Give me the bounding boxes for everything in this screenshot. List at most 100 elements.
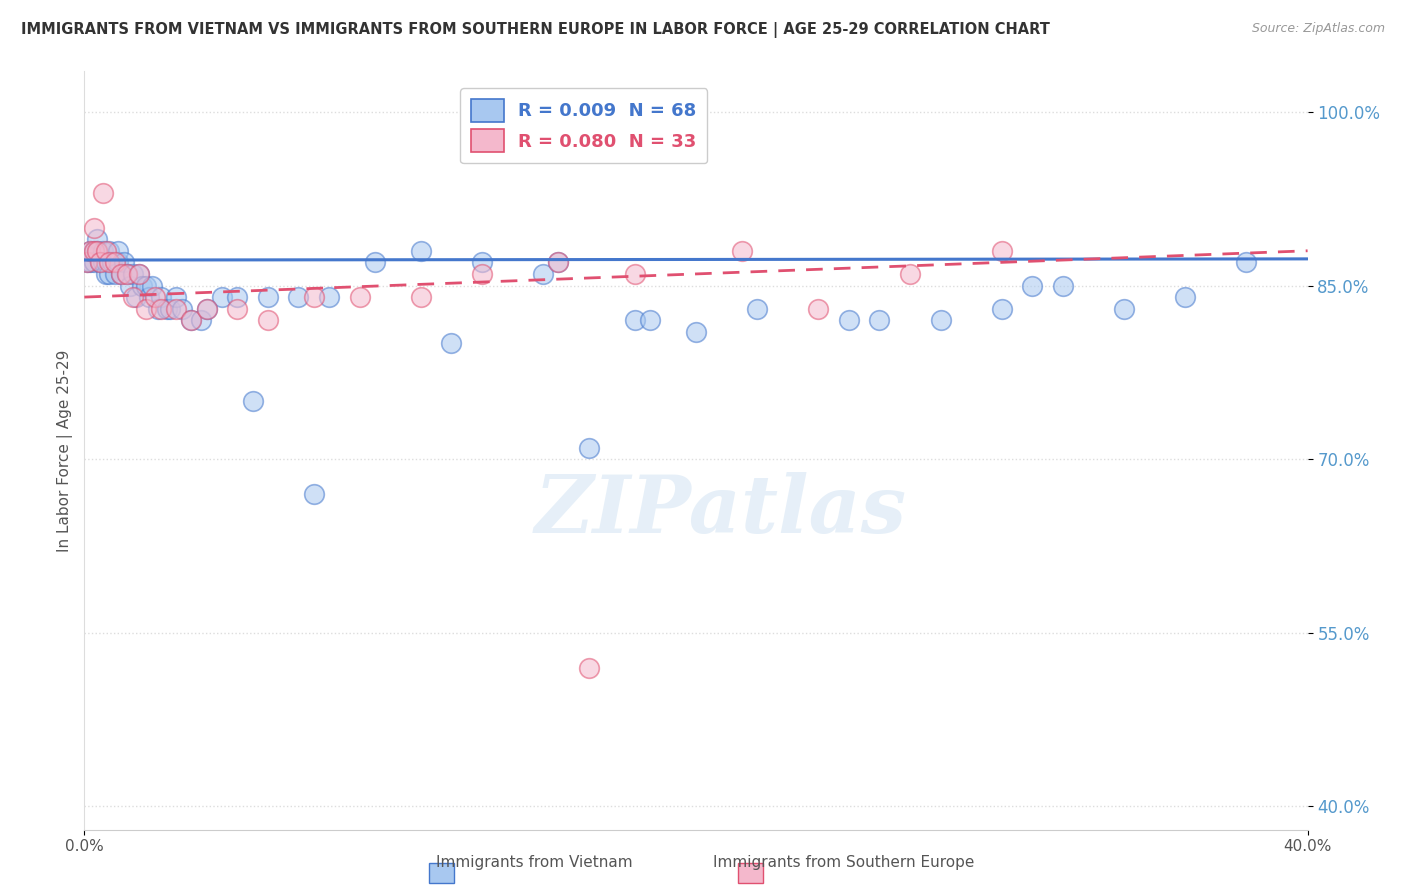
Point xyxy=(1021,278,1043,293)
Point xyxy=(135,278,157,293)
Point xyxy=(531,267,554,281)
Point xyxy=(83,244,105,258)
Point xyxy=(1236,255,1258,269)
Point xyxy=(195,301,218,316)
Point xyxy=(747,301,769,316)
Point xyxy=(838,313,860,327)
Point xyxy=(364,255,387,269)
Point xyxy=(180,313,202,327)
Point xyxy=(1114,301,1136,316)
Point xyxy=(624,267,647,281)
Point xyxy=(578,660,600,674)
Point xyxy=(141,278,163,293)
Point xyxy=(731,244,754,258)
Point xyxy=(97,267,120,281)
Point xyxy=(807,301,830,316)
Point xyxy=(83,244,105,258)
Point xyxy=(131,278,153,293)
Point xyxy=(180,313,202,327)
Point xyxy=(91,244,114,258)
Point xyxy=(156,301,179,316)
Point xyxy=(165,301,187,316)
Point xyxy=(1174,290,1197,304)
Point xyxy=(107,255,129,269)
Point xyxy=(195,301,218,316)
Point xyxy=(104,255,127,269)
Point xyxy=(128,267,150,281)
Point xyxy=(287,290,309,304)
Point xyxy=(318,290,340,304)
Point xyxy=(89,255,111,269)
Point xyxy=(409,244,432,258)
Point xyxy=(94,244,117,258)
Point xyxy=(110,267,132,281)
Point xyxy=(125,290,148,304)
Text: ZIPatlas: ZIPatlas xyxy=(534,473,907,549)
Point xyxy=(685,325,707,339)
Point xyxy=(76,255,98,269)
Point xyxy=(138,290,160,304)
Point xyxy=(122,290,145,304)
Point xyxy=(143,290,166,304)
Point xyxy=(79,244,101,258)
Point xyxy=(115,267,138,281)
Point xyxy=(547,255,569,269)
Point xyxy=(409,290,432,304)
Point xyxy=(898,267,921,281)
Point xyxy=(226,290,249,304)
Point xyxy=(624,313,647,327)
Point xyxy=(115,267,138,281)
Point xyxy=(547,255,569,269)
Point xyxy=(991,244,1014,258)
Point xyxy=(471,267,494,281)
Point xyxy=(302,487,325,501)
Y-axis label: In Labor Force | Age 25-29: In Labor Force | Age 25-29 xyxy=(58,350,73,551)
Point xyxy=(440,336,463,351)
Point xyxy=(257,313,280,327)
Point xyxy=(86,244,108,258)
Point xyxy=(578,441,600,455)
Point xyxy=(94,255,117,269)
Point xyxy=(101,255,124,269)
Point xyxy=(83,255,105,269)
Point xyxy=(349,290,371,304)
Point xyxy=(122,267,145,281)
Point xyxy=(86,232,108,246)
Point xyxy=(79,244,101,258)
Point xyxy=(929,313,952,327)
Point xyxy=(869,313,891,327)
Text: Immigrants from Southern Europe: Immigrants from Southern Europe xyxy=(713,855,974,870)
Legend: R = 0.009  N = 68, R = 0.080  N = 33: R = 0.009 N = 68, R = 0.080 N = 33 xyxy=(460,88,707,163)
Text: Immigrants from Vietnam: Immigrants from Vietnam xyxy=(436,855,633,870)
Point xyxy=(91,186,114,200)
Point xyxy=(991,301,1014,316)
Point xyxy=(120,278,142,293)
Text: IMMIGRANTS FROM VIETNAM VS IMMIGRANTS FROM SOUTHERN EUROPE IN LABOR FORCE | AGE : IMMIGRANTS FROM VIETNAM VS IMMIGRANTS FR… xyxy=(21,22,1050,38)
Point xyxy=(104,267,127,281)
Point xyxy=(471,255,494,269)
Text: Source: ZipAtlas.com: Source: ZipAtlas.com xyxy=(1251,22,1385,36)
Point xyxy=(146,301,169,316)
Point xyxy=(226,301,249,316)
Point xyxy=(257,290,280,304)
Point xyxy=(242,394,264,409)
Point xyxy=(135,301,157,316)
Point xyxy=(76,255,98,269)
Point xyxy=(101,255,124,269)
Point xyxy=(638,313,661,327)
Point xyxy=(104,255,127,269)
Point xyxy=(190,313,212,327)
Point xyxy=(1052,278,1074,293)
Point xyxy=(97,255,120,269)
Point xyxy=(83,220,105,235)
Point xyxy=(107,244,129,258)
Point xyxy=(302,290,325,304)
Point xyxy=(149,301,172,316)
Point xyxy=(94,267,117,281)
Point xyxy=(89,255,111,269)
Point xyxy=(128,267,150,281)
Point xyxy=(97,244,120,258)
Point xyxy=(110,267,132,281)
Point xyxy=(165,290,187,304)
Point xyxy=(211,290,233,304)
